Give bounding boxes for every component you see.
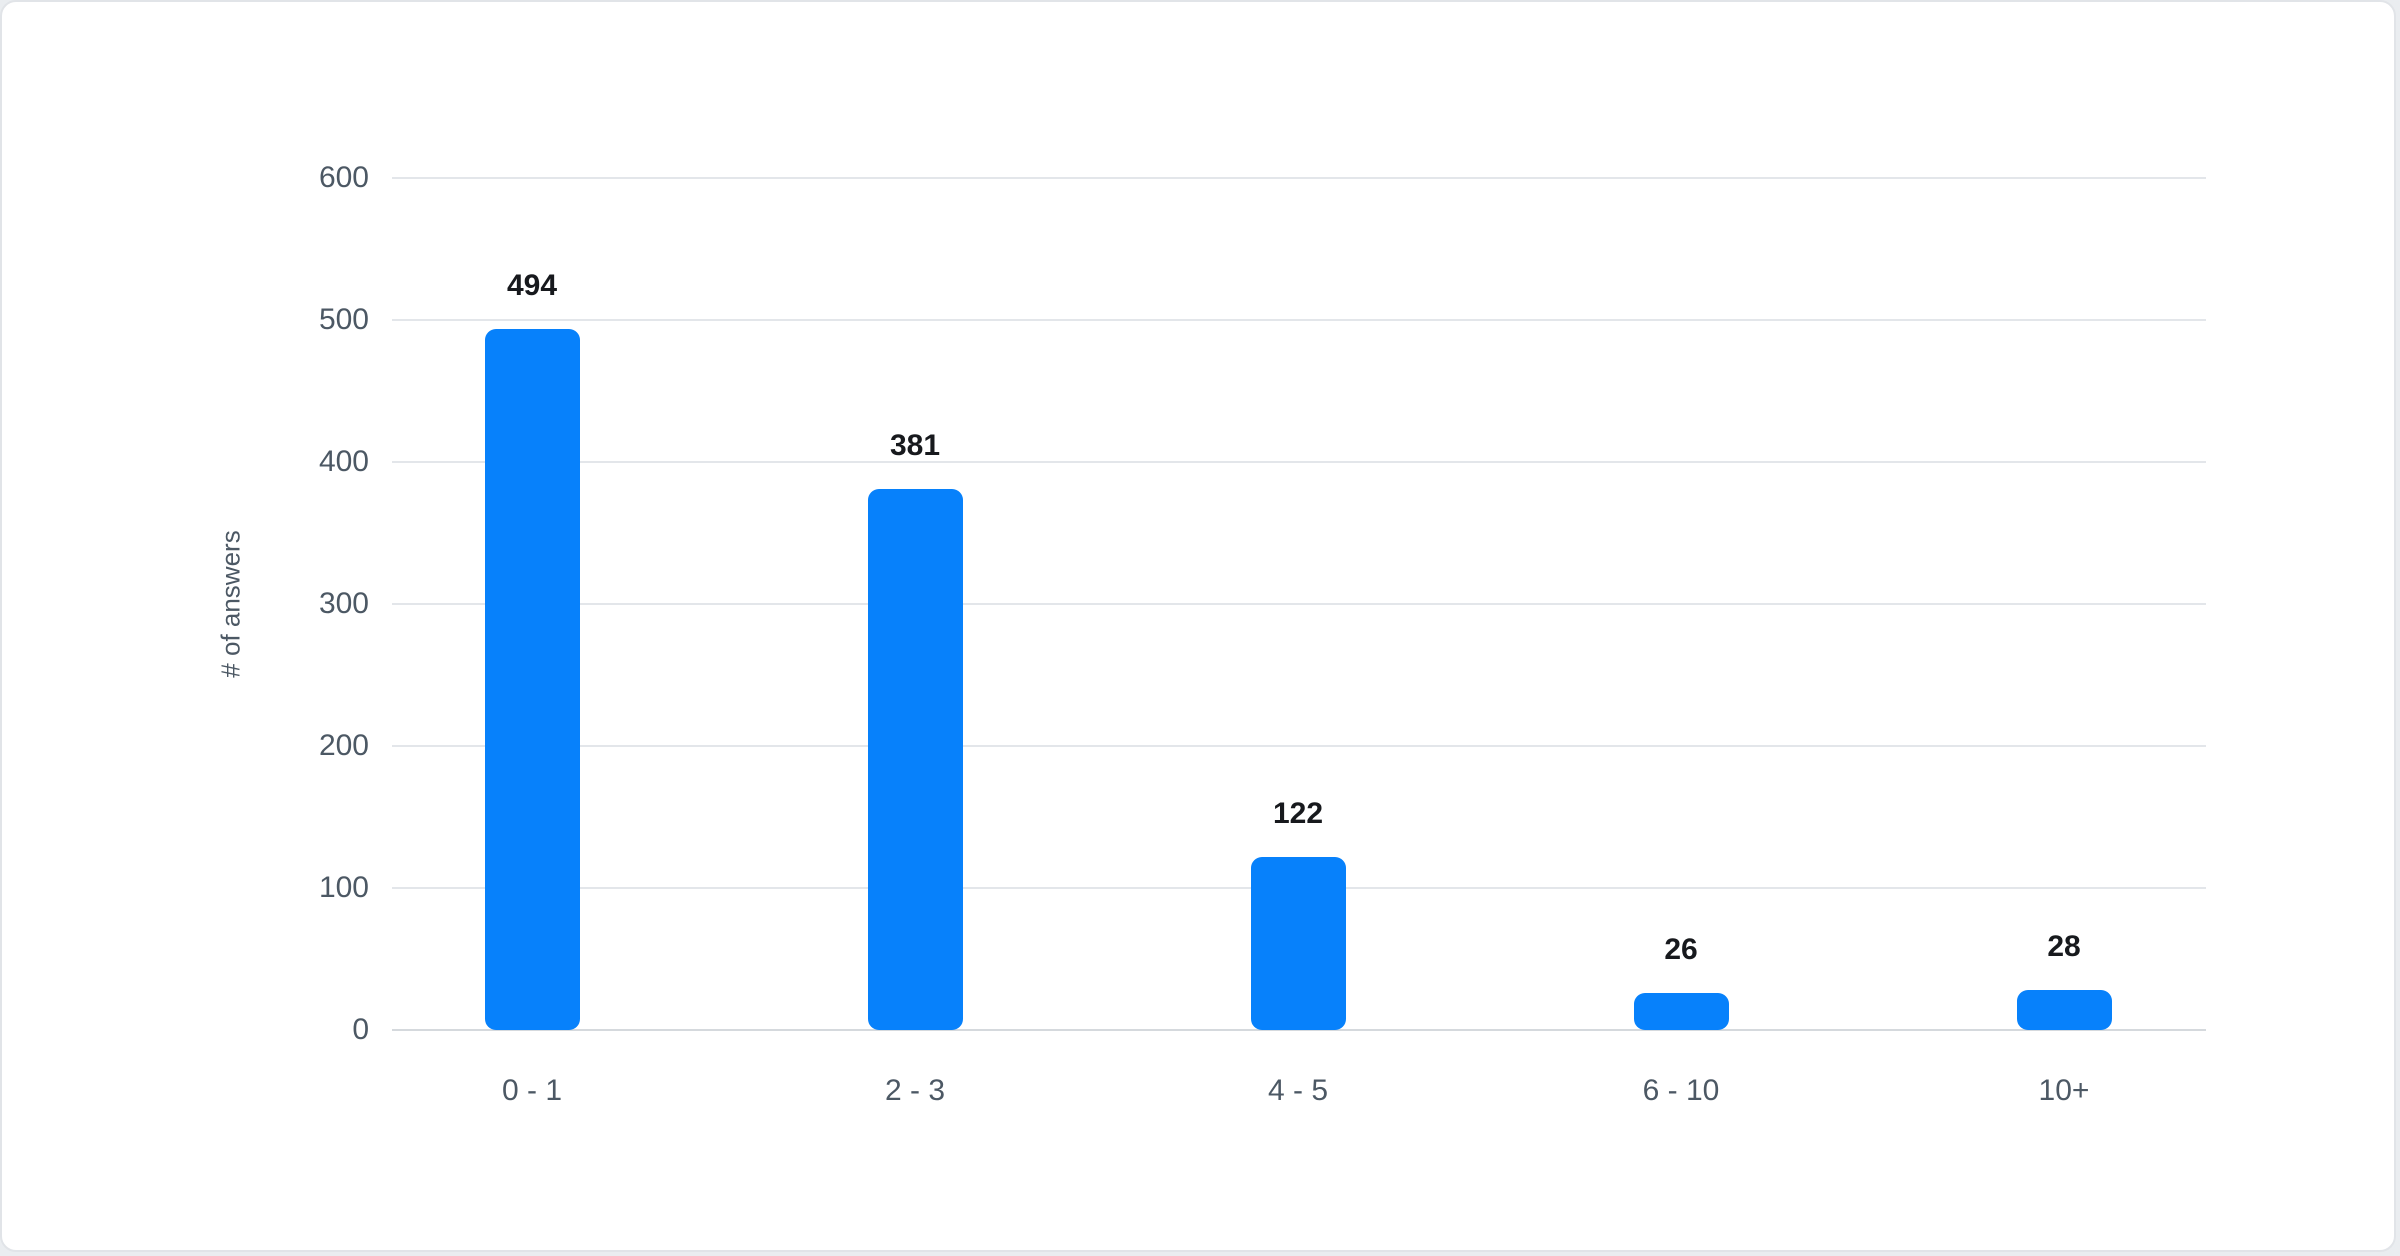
- y-axis-tick-label: 400: [318, 445, 369, 478]
- bar-value-label: 28: [2047, 930, 2081, 964]
- x-axis-category-label: 6 - 10: [1642, 1074, 1720, 1107]
- gridline: [392, 177, 2206, 179]
- plot-area: 0 100 200 300 400 500 600 494 0 - 1 381 2 - 3 122 4 …: [319, 163, 2206, 1107]
- bar-value-label: 26: [1664, 933, 1698, 967]
- bar-value-label: 494: [506, 268, 558, 302]
- x-axis-line: [392, 1029, 2206, 1031]
- x-axis-category-label: 0 - 1: [501, 1074, 563, 1107]
- x-axis-category-label: 10+: [2038, 1074, 2090, 1107]
- gridline: [392, 745, 2206, 747]
- y-axis-tick-label: 100: [318, 871, 369, 904]
- gridline: [392, 319, 2206, 321]
- x-axis-category-label: 2 - 3: [884, 1074, 946, 1107]
- bar-value-label: 381: [889, 428, 941, 462]
- gridline: [392, 603, 2206, 605]
- gridline: [392, 461, 2206, 463]
- x-axis-category-label: 4 - 5: [1267, 1074, 1329, 1107]
- y-axis-tick-label: 0: [352, 1013, 369, 1046]
- bar-value-label: 122: [1272, 796, 1324, 830]
- y-axis-tick-label: 600: [318, 161, 369, 194]
- bar[interactable]: [484, 328, 580, 1030]
- y-axis-tick-label: 300: [318, 587, 369, 620]
- y-axis-tick-label: 500: [318, 303, 369, 336]
- bar[interactable]: [1633, 993, 1729, 1030]
- y-axis-tick-label: 200: [318, 729, 369, 762]
- y-axis-title: # of answers: [215, 530, 246, 678]
- bar[interactable]: [867, 488, 963, 1030]
- bar[interactable]: [1250, 856, 1346, 1030]
- bar[interactable]: [2016, 990, 2112, 1030]
